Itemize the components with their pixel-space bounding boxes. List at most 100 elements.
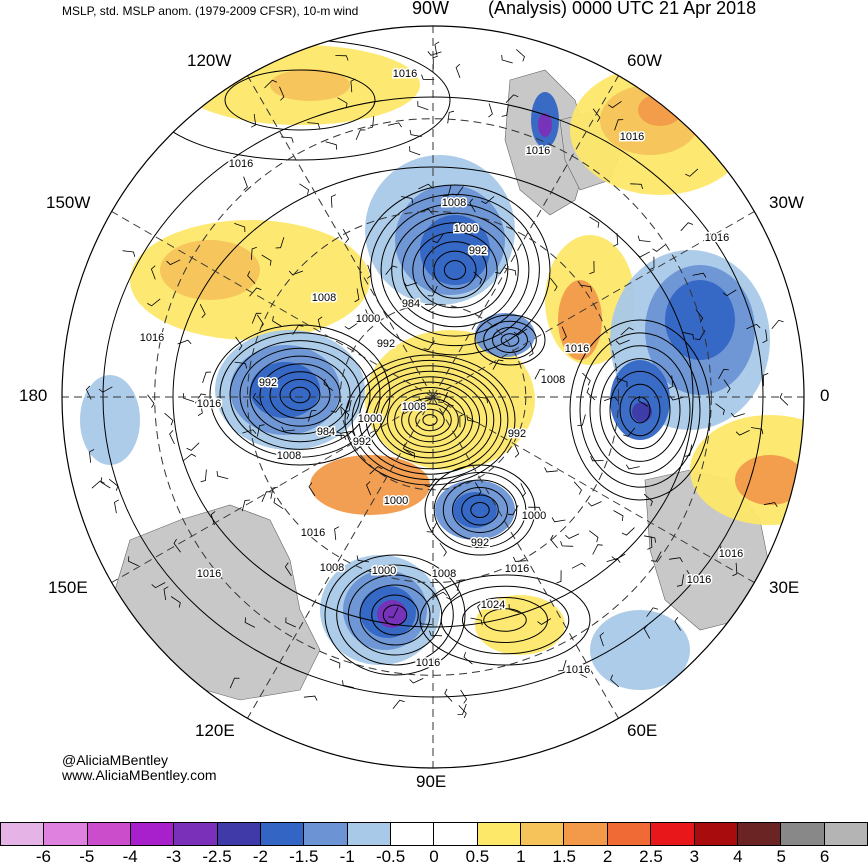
wind-barb: [365, 309, 379, 315]
meridian: [432, 396, 755, 583]
isobar: [344, 354, 516, 486]
isobar: [462, 597, 548, 643]
isobar-label: 992: [377, 338, 395, 350]
wind-barb: [261, 254, 272, 266]
wind-barb: [684, 444, 693, 457]
wind-barb: [616, 377, 628, 387]
isobar-label: 1000: [358, 413, 382, 425]
wind-barb: [718, 368, 729, 380]
wind-barb: [623, 427, 636, 437]
isobar: [415, 408, 445, 432]
wind-barb: [423, 304, 438, 312]
isobar: [483, 608, 527, 632]
wind-barb: [418, 183, 433, 190]
wind-barb: [432, 55, 438, 69]
wind-barb: [528, 506, 542, 513]
anomaly-region: [632, 402, 652, 422]
wind-barb: [588, 530, 599, 543]
colorbar-tick: -4: [122, 847, 138, 866]
wind-barb: [451, 186, 464, 196]
isobar: [629, 396, 651, 424]
wind-barb: [611, 553, 626, 561]
colorbar-swatch: [304, 822, 348, 846]
colorbar-swatch: [781, 822, 825, 846]
wind-barb: [686, 569, 694, 584]
wind-barb: [636, 251, 650, 258]
wind-barb: [610, 674, 620, 688]
isobar: [219, 332, 381, 458]
colorbar-swatch: [737, 822, 782, 846]
isobar-label: 1016: [505, 563, 529, 575]
wind-barb: [194, 393, 207, 404]
wind-barb: [292, 324, 304, 335]
isobar: [408, 403, 452, 437]
isobar: [619, 383, 661, 437]
isobar: [371, 594, 419, 636]
wind-barb: [280, 136, 294, 143]
wind-barb: [299, 183, 310, 195]
isobar: [483, 320, 537, 360]
wind-barb: [284, 562, 292, 577]
wind-barb: [551, 517, 566, 523]
wind-barb: [638, 395, 649, 407]
colorbar-swatch: [44, 822, 88, 846]
colorbar-tick: -0.5: [375, 847, 406, 866]
isobar: [359, 584, 431, 646]
lon-label-180: 180: [19, 386, 48, 405]
isobar: [289, 386, 311, 404]
wind-barb: [732, 562, 738, 577]
wind-barb: [735, 430, 750, 436]
wind-barb: [251, 113, 257, 128]
isobar-label: 992: [259, 377, 277, 389]
map-content: 1016 1016 1016 1016 1008 1000 992 1016 984 1008 10…: [62, 26, 804, 768]
isobar: [579, 332, 701, 488]
wind-barb: [308, 482, 316, 497]
wind-barb: [369, 466, 383, 475]
wind-barb: [730, 412, 745, 418]
isobar-label: 1016: [416, 657, 440, 669]
wind-barb: [350, 78, 356, 93]
wind-barb: [434, 41, 440, 56]
wind-barb: [242, 429, 257, 434]
isobar: [351, 359, 509, 481]
isobar-label: 992: [353, 436, 371, 448]
wind-barb: [234, 361, 248, 369]
wind-barb: [122, 250, 136, 257]
wind-barb: [261, 491, 272, 502]
wind-barb: [630, 183, 644, 190]
wind-barb: [367, 116, 375, 129]
wind-barb: [455, 63, 461, 78]
wind-barb: [439, 542, 447, 557]
wind-barb: [590, 455, 604, 462]
wind-barb: [682, 331, 695, 340]
land-mass: [114, 504, 321, 701]
lon-label-90e: 90E: [416, 772, 447, 791]
colorbar-swatch: [0, 822, 45, 846]
colorbar-tick: -1.5: [289, 847, 319, 866]
wind-barb: [771, 319, 784, 329]
isobar: [470, 502, 490, 518]
isobar-label: 1016: [687, 574, 711, 586]
wind-barb: [668, 375, 674, 389]
colorbar-tick: 1.5: [552, 847, 577, 866]
colorbar-swatch: [217, 822, 262, 846]
isobar-label: 1016: [140, 332, 164, 344]
isobar: [365, 370, 495, 470]
isobar: [452, 487, 508, 533]
wind-barb: [625, 464, 640, 470]
wind-barb: [403, 281, 418, 287]
anomaly-region: [475, 595, 565, 655]
isobar-label: 1016: [197, 398, 221, 410]
wind-barb: [488, 103, 493, 118]
wind-barb: [587, 501, 602, 507]
wind-barb: [643, 624, 651, 639]
wind-barb: [477, 602, 483, 617]
anomaly-region: [453, 492, 497, 528]
wind-barb: [432, 233, 445, 243]
isobar-label: 1008: [432, 568, 456, 580]
author-website[interactable]: www.AliciaMBentley.com: [62, 767, 217, 783]
colorbar-swatch: [131, 822, 175, 846]
isobar-label: 1000: [384, 495, 408, 507]
isobar: [442, 479, 518, 541]
anomaly-region: [160, 240, 260, 300]
